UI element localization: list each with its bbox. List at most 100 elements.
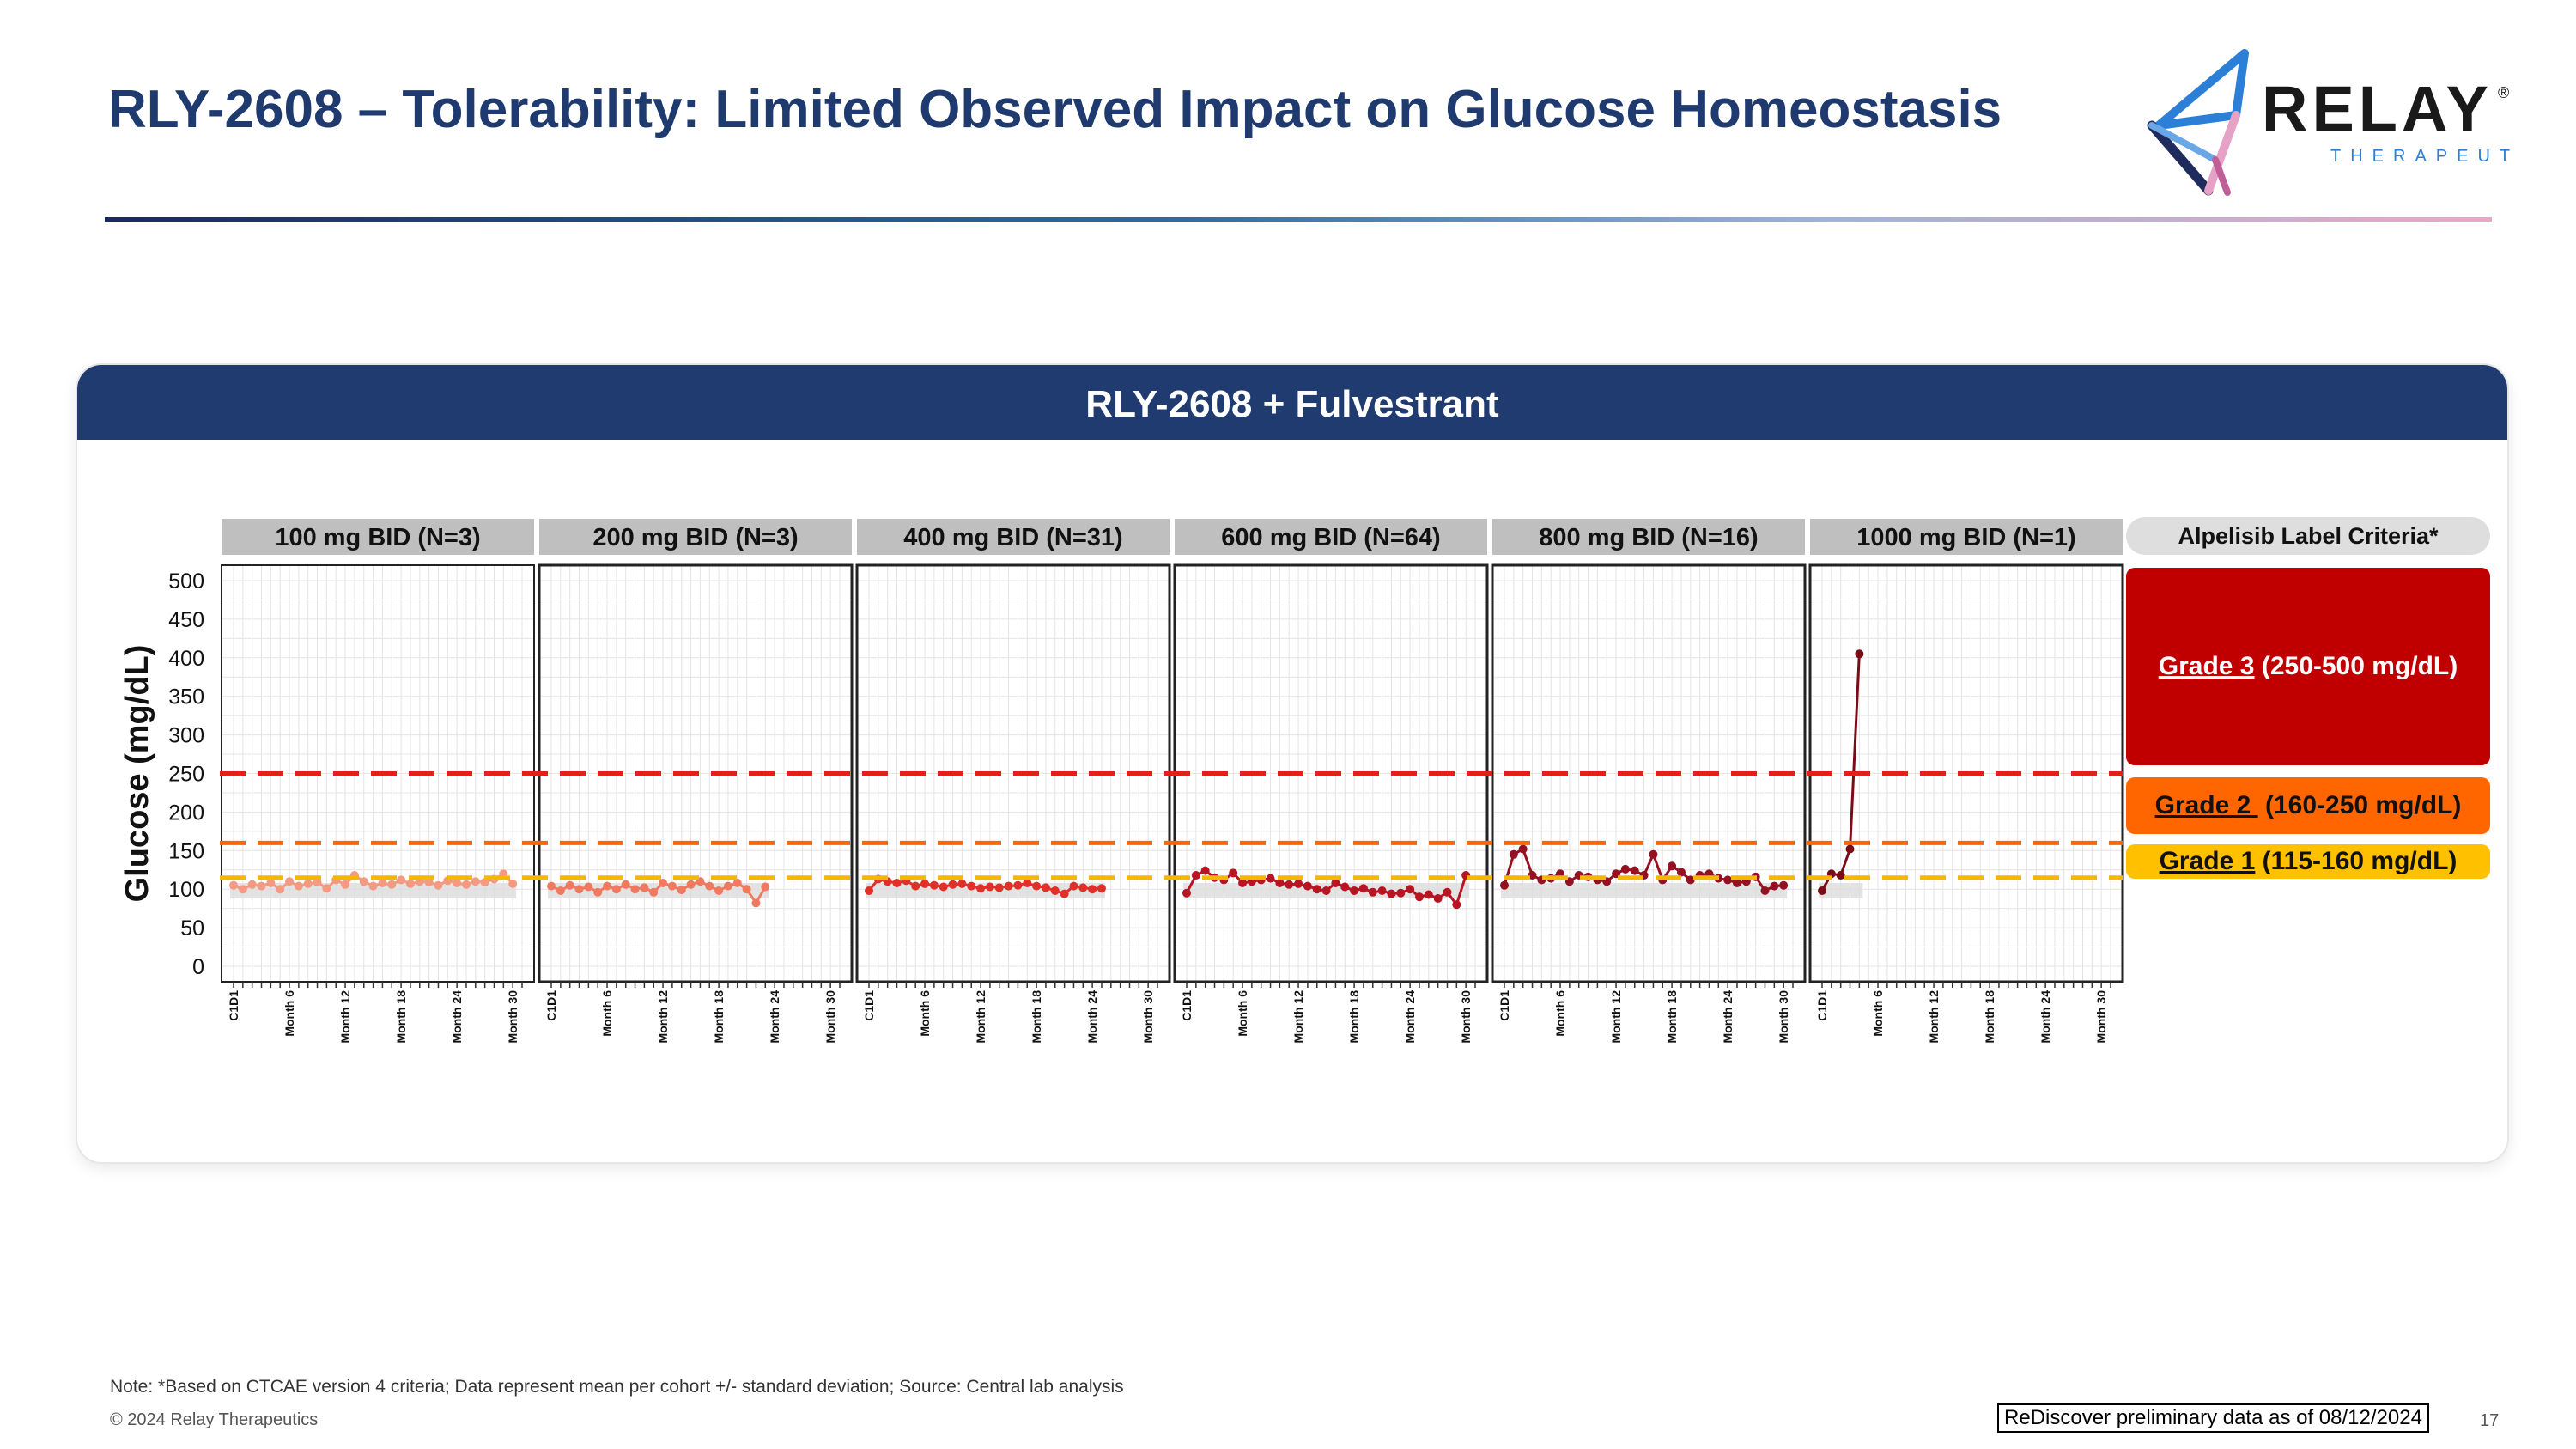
x-tick-label: Month 6: [1236, 990, 1249, 1037]
y-axis-label: Glucose (mg/dL): [119, 645, 155, 903]
grade-2-label: Grade 2: [2154, 791, 2258, 819]
x-tick-label: C1D1: [1498, 990, 1511, 1021]
data-point: [1368, 887, 1377, 897]
panel-strip: [222, 519, 534, 555]
data-point: [1023, 879, 1032, 888]
data-point: [1294, 879, 1303, 888]
data-point: [303, 879, 313, 888]
data-point: [1377, 886, 1387, 895]
x-tick-label: Month 24: [1085, 990, 1099, 1044]
data-point: [1855, 649, 1864, 659]
data-point: [556, 886, 565, 895]
data-point: [1312, 885, 1321, 894]
data-point: [1041, 883, 1050, 892]
data-point: [911, 881, 920, 891]
relay-logo-mark-icon: [2147, 49, 2249, 196]
grid: [857, 565, 1170, 982]
data-point: [1321, 886, 1331, 895]
data-point: [387, 880, 397, 889]
data-cutoff-badge: ReDiscover preliminary data as of 08/12/…: [1997, 1403, 2429, 1433]
y-tick-label: 100: [168, 878, 204, 902]
data-point: [939, 882, 948, 892]
data-point: [732, 879, 742, 888]
x-tick-label: Month 24: [768, 990, 781, 1044]
x-tick-label: C1D1: [862, 990, 876, 1021]
data-point: [1396, 888, 1406, 898]
y-tick-label: 150: [168, 839, 204, 863]
data-point: [1760, 886, 1770, 895]
data-point: [1191, 871, 1200, 880]
x-tick-label: Month 12: [1927, 990, 1941, 1044]
relay-logo: RELAY ® THERAPEUTICS: [2147, 49, 2511, 196]
data-point: [471, 877, 480, 886]
data-point: [1182, 888, 1191, 898]
grade-3-label: Grade 3: [2158, 652, 2255, 680]
data-point: [1266, 874, 1275, 883]
x-tick-label: Month 6: [1871, 990, 1885, 1037]
data-point: [453, 879, 462, 888]
data-point: [630, 885, 640, 894]
panel-label: 200 mg BID (N=3): [592, 524, 798, 551]
header-divider: [105, 217, 2492, 222]
data-point: [593, 887, 603, 897]
panel-label: 400 mg BID (N=31): [903, 524, 1122, 551]
data-point: [1443, 887, 1452, 897]
x-tick-label: Month 24: [450, 990, 464, 1044]
x-tick-label: Month 6: [600, 990, 614, 1037]
panel-strip: [857, 519, 1170, 555]
x-tick-label: Month 18: [1347, 990, 1361, 1044]
x-tick-label: Month 6: [918, 990, 932, 1037]
data-point: [714, 886, 724, 895]
x-tick-label: Month 6: [283, 990, 296, 1037]
data-point: [1732, 879, 1741, 888]
x-tick-label: Month 12: [974, 990, 987, 1044]
panel-label: 1000 mg BID (N=1): [1856, 524, 2075, 551]
data-point: [229, 880, 238, 890]
data-point: [677, 886, 686, 895]
data-point: [1331, 879, 1340, 888]
logo-registered-mark: ®: [2498, 84, 2509, 101]
x-tick-label: Month 12: [1291, 990, 1305, 1044]
data-point: [1668, 861, 1677, 871]
x-tick-label: Month 30: [2094, 990, 2108, 1044]
criteria-header: Alpelisib Label Criteria*: [2126, 517, 2490, 555]
x-tick-label: Month 30: [1459, 990, 1473, 1044]
x-tick-label: Month 24: [1721, 990, 1735, 1044]
panel-strip: [1175, 519, 1487, 555]
data-point: [378, 879, 387, 888]
data-point: [257, 881, 266, 891]
data-point: [611, 885, 621, 894]
data-point: [434, 880, 443, 890]
x-tick-label: Month 6: [1553, 990, 1567, 1037]
data-point: [1836, 871, 1845, 880]
y-tick-label: 350: [168, 685, 204, 709]
data-point: [967, 881, 976, 891]
data-point: [1285, 880, 1294, 889]
data-point: [929, 880, 939, 890]
data-point: [1200, 866, 1210, 875]
criteria-grade-3: Grade 3 (250-500 mg/dL): [2126, 568, 2490, 765]
x-tick-label: Month 18: [712, 990, 726, 1044]
data-point: [1004, 881, 1013, 891]
x-tick-label: Month 12: [338, 990, 352, 1044]
x-tick-label: Month 24: [2038, 990, 2052, 1044]
y-tick-label: 450: [168, 608, 204, 632]
data-point: [313, 878, 322, 887]
data-point: [1032, 881, 1042, 891]
x-tick-label: C1D1: [1815, 990, 1829, 1021]
logo-subtitle: THERAPEUTICS: [2330, 147, 2511, 166]
data-point: [1060, 889, 1069, 898]
data-point: [294, 881, 303, 891]
x-tick-label: Month 12: [656, 990, 670, 1044]
data-point: [957, 879, 967, 888]
data-point: [1350, 886, 1359, 895]
panel-title: RLY-2608 + Fulvestrant: [77, 365, 2507, 440]
data-point: [920, 879, 930, 888]
x-tick-label: C1D1: [544, 990, 558, 1021]
data-point: [359, 877, 368, 886]
data-point: [1069, 881, 1078, 891]
y-tick-label: 200: [168, 801, 204, 825]
y-tick-label: 0: [192, 955, 204, 979]
data-point: [1078, 883, 1088, 892]
